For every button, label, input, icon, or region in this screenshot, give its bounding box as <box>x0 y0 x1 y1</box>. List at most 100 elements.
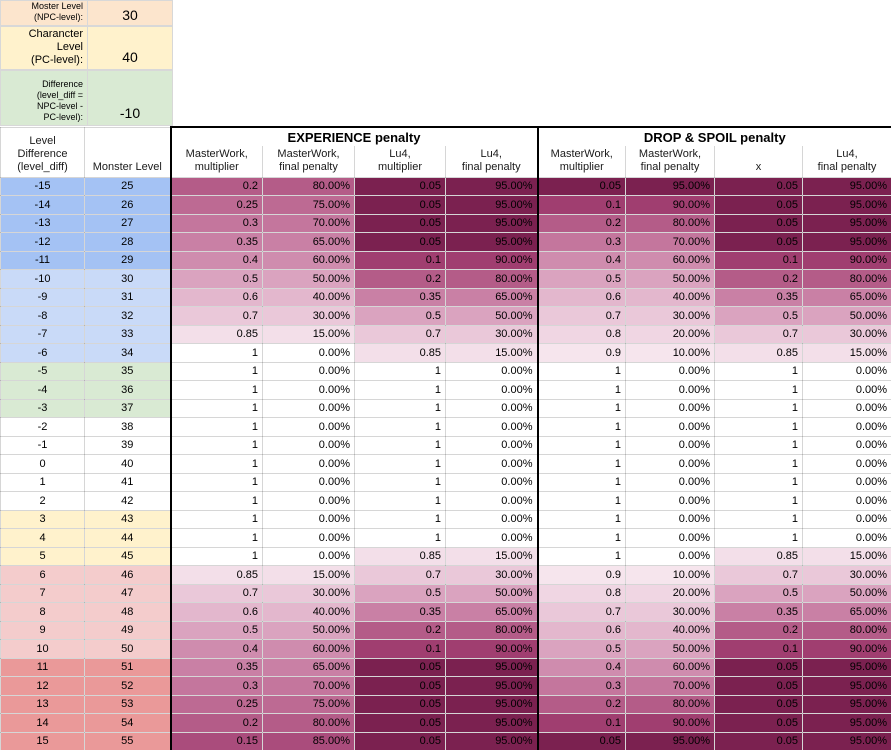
penalty-cell[interactable]: 30.00% <box>625 602 715 622</box>
multiplier-cell[interactable]: 1 <box>714 472 803 492</box>
multiplier-cell[interactable]: 0.5 <box>714 306 803 326</box>
multiplier-cell[interactable]: 1 <box>536 417 626 437</box>
multiplier-cell[interactable]: 1 <box>536 546 626 566</box>
penalty-cell[interactable]: 50.00% <box>801 306 891 326</box>
multiplier-cell[interactable]: 0.8 <box>536 583 626 603</box>
penalty-cell[interactable]: 10.00% <box>625 565 715 585</box>
multiplier-cell[interactable]: 0.7 <box>169 583 263 603</box>
monster-level-cell[interactable]: 55 <box>84 731 171 750</box>
multiplier-cell[interactable]: 0.35 <box>169 232 263 252</box>
penalty-cell[interactable]: 0.00% <box>262 435 355 455</box>
penalty-cell[interactable]: 85.00% <box>262 731 355 750</box>
multiplier-cell[interactable]: 1 <box>354 509 446 529</box>
multiplier-cell[interactable]: 0.1 <box>354 639 446 659</box>
level-diff-cell[interactable]: -2 <box>0 417 85 437</box>
monster-level-cell[interactable]: 31 <box>84 287 171 307</box>
penalty-cell[interactable]: 70.00% <box>625 676 715 696</box>
multiplier-cell[interactable]: 0.4 <box>536 250 626 270</box>
penalty-cell[interactable]: 95.00% <box>801 195 891 215</box>
level-diff-cell[interactable]: -14 <box>0 195 85 215</box>
level-diff-cell[interactable]: 10 <box>0 639 85 659</box>
monster-level-cell[interactable]: 52 <box>84 676 171 696</box>
penalty-cell[interactable]: 65.00% <box>445 602 538 622</box>
level-diff-cell[interactable]: -5 <box>0 361 85 381</box>
multiplier-cell[interactable]: 1 <box>169 509 263 529</box>
column-header[interactable]: MasterWork, final penalty <box>625 146 715 178</box>
multiplier-cell[interactable]: 0.05 <box>536 176 626 196</box>
multiplier-cell[interactable]: 0.85 <box>169 565 263 585</box>
penalty-cell[interactable]: 95.00% <box>801 657 891 677</box>
multiplier-cell[interactable]: 0.7 <box>354 565 446 585</box>
penalty-cell[interactable]: 95.00% <box>801 213 891 233</box>
multiplier-cell[interactable]: 1 <box>536 361 626 381</box>
monster-level-cell[interactable]: 26 <box>84 195 171 215</box>
penalty-cell[interactable]: 30.00% <box>262 306 355 326</box>
monster-level-cell[interactable]: 42 <box>84 491 171 511</box>
monster-level-cell[interactable]: 28 <box>84 232 171 252</box>
level-diff-cell[interactable]: -10 <box>0 269 85 289</box>
multiplier-cell[interactable]: 0.35 <box>169 657 263 677</box>
multiplier-cell[interactable]: 1 <box>714 361 803 381</box>
penalty-cell[interactable]: 90.00% <box>445 250 538 270</box>
penalty-cell[interactable]: 0.00% <box>445 472 538 492</box>
multiplier-cell[interactable]: 0.4 <box>169 250 263 270</box>
penalty-cell[interactable]: 0.00% <box>445 361 538 381</box>
multiplier-cell[interactable]: 0.5 <box>169 620 263 640</box>
penalty-cell[interactable]: 0.00% <box>445 491 538 511</box>
penalty-cell[interactable]: 15.00% <box>801 546 891 566</box>
drop-spoil-penalty-group-header[interactable]: DROP & SPOIL penalty <box>536 126 891 146</box>
level-diff-cell[interactable]: -7 <box>0 324 85 344</box>
multiplier-cell[interactable]: 1 <box>714 417 803 437</box>
penalty-cell[interactable]: 30.00% <box>445 565 538 585</box>
level-difference-header[interactable]: Level Difference (level_diff) <box>0 126 85 178</box>
column-header[interactable]: x <box>714 146 803 178</box>
multiplier-cell[interactable]: 0.85 <box>714 343 803 363</box>
level-diff-cell[interactable]: -4 <box>0 380 85 400</box>
experience-penalty-group-header[interactable]: EXPERIENCE penalty <box>169 126 538 146</box>
multiplier-cell[interactable]: 0.2 <box>536 213 626 233</box>
multiplier-cell[interactable]: 1 <box>169 417 263 437</box>
multiplier-cell[interactable]: 0.6 <box>536 287 626 307</box>
monster-level-cell[interactable]: 36 <box>84 380 171 400</box>
penalty-cell[interactable]: 0.00% <box>801 472 891 492</box>
penalty-cell[interactable]: 80.00% <box>625 694 715 714</box>
penalty-cell[interactable]: 95.00% <box>445 713 538 733</box>
multiplier-cell[interactable]: 0.6 <box>169 602 263 622</box>
penalty-cell[interactable]: 0.00% <box>262 343 355 363</box>
penalty-cell[interactable]: 65.00% <box>262 657 355 677</box>
multiplier-cell[interactable]: 1 <box>714 380 803 400</box>
level-diff-cell[interactable]: 1 <box>0 472 85 492</box>
penalty-cell[interactable]: 0.00% <box>801 435 891 455</box>
column-header[interactable]: MasterWork, multiplier <box>169 146 263 178</box>
multiplier-cell[interactable]: 0.05 <box>354 713 446 733</box>
multiplier-cell[interactable]: 1 <box>354 398 446 418</box>
penalty-cell[interactable]: 0.00% <box>801 491 891 511</box>
multiplier-cell[interactable]: 0.8 <box>536 324 626 344</box>
level-diff-cell[interactable]: 13 <box>0 694 85 714</box>
level-diff-cell[interactable]: -13 <box>0 213 85 233</box>
monster-level-cell[interactable]: 51 <box>84 657 171 677</box>
penalty-cell[interactable]: 0.00% <box>801 528 891 548</box>
level-diff-cell[interactable]: 11 <box>0 657 85 677</box>
penalty-cell[interactable]: 95.00% <box>445 232 538 252</box>
penalty-cell[interactable]: 0.00% <box>445 380 538 400</box>
penalty-cell[interactable]: 0.00% <box>262 361 355 381</box>
penalty-cell[interactable]: 0.00% <box>262 528 355 548</box>
penalty-cell[interactable]: 80.00% <box>445 269 538 289</box>
multiplier-cell[interactable]: 0.2 <box>714 269 803 289</box>
npc-level-label[interactable]: Moster Level (NPC-level): <box>0 0 87 26</box>
monster-level-cell[interactable]: 48 <box>84 602 171 622</box>
multiplier-cell[interactable]: 0.3 <box>169 213 263 233</box>
multiplier-cell[interactable]: 0.1 <box>714 639 803 659</box>
multiplier-cell[interactable]: 0.4 <box>169 639 263 659</box>
multiplier-cell[interactable]: 1 <box>714 491 803 511</box>
level-diff-cell[interactable]: -6 <box>0 343 85 363</box>
penalty-cell[interactable]: 50.00% <box>801 583 891 603</box>
multiplier-cell[interactable]: 0.3 <box>536 676 626 696</box>
penalty-cell[interactable]: 15.00% <box>801 343 891 363</box>
multiplier-cell[interactable]: 0.4 <box>536 657 626 677</box>
penalty-cell[interactable]: 50.00% <box>262 269 355 289</box>
level-diff-cell[interactable]: 3 <box>0 509 85 529</box>
multiplier-cell[interactable]: 0.9 <box>536 565 626 585</box>
multiplier-cell[interactable]: 0.05 <box>714 694 803 714</box>
